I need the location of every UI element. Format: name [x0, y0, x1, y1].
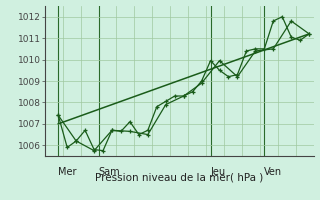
- Text: Sam: Sam: [99, 167, 120, 177]
- X-axis label: Pression niveau de la mer( hPa ): Pression niveau de la mer( hPa ): [95, 173, 263, 183]
- Text: Mer: Mer: [58, 167, 77, 177]
- Text: Ven: Ven: [264, 167, 283, 177]
- Text: Jeu: Jeu: [211, 167, 226, 177]
